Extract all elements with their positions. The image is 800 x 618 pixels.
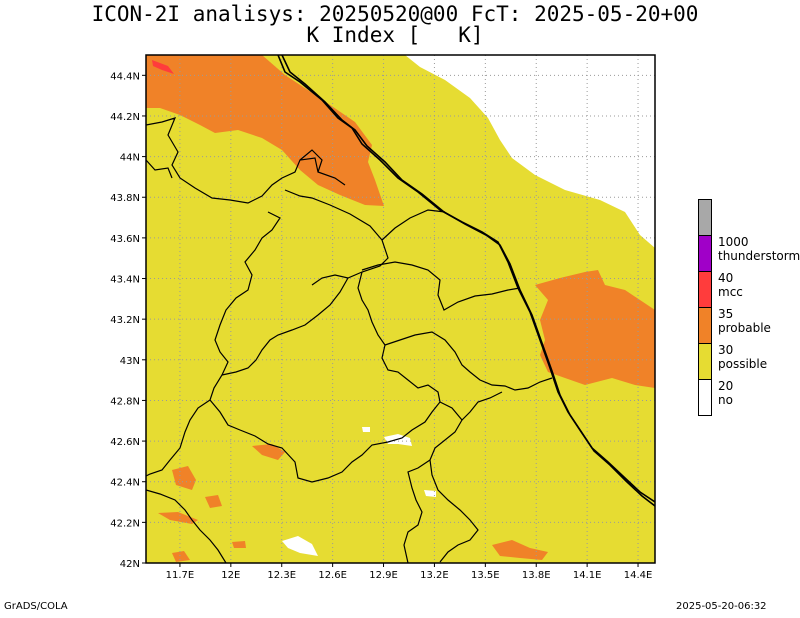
legend-label: possible: [718, 358, 768, 371]
field-layer: [146, 55, 655, 563]
field-mcc-spot: [152, 60, 174, 74]
field-no-northeast: [405, 55, 655, 248]
legend-label: no: [718, 394, 733, 407]
legend-label: mcc: [718, 286, 743, 299]
lon-tick-label: 13.8E: [522, 570, 551, 581]
region-border: [209, 211, 441, 483]
region-border: [439, 391, 503, 421]
lon-tick-label: 12E: [221, 570, 240, 581]
field-probable-patch: [492, 540, 548, 560]
region-border: [403, 459, 431, 563]
lon-tick-label: 13.2E: [420, 570, 449, 581]
lat-tick-label: 42N: [120, 559, 140, 570]
field-probable-patch: [172, 466, 196, 490]
region-border: [146, 399, 211, 477]
region-border: [429, 419, 479, 563]
lat-tick-label: 43N: [120, 356, 140, 367]
lon-tick-label: 12.6E: [318, 570, 347, 581]
lat-tick-label: 42.4N: [110, 478, 140, 489]
region-border: [221, 277, 349, 376]
lat-tick-label: 44.4N: [110, 71, 140, 82]
field-probable-patch: [172, 551, 190, 562]
lon-tick-label: 12.3E: [267, 570, 296, 581]
lat-tick-label: 42.6N: [110, 437, 140, 448]
field-probable-north: [146, 55, 384, 206]
boundaries: [146, 55, 655, 563]
legend-value: 30: [718, 343, 734, 357]
field-no-patch: [282, 536, 318, 556]
map-subtitle: K Index [ K]: [306, 23, 484, 47]
lat-tick-label: 43.6N: [110, 234, 140, 245]
lat-tick-label: 42.2N: [110, 518, 140, 529]
legend-value: 35: [718, 307, 734, 321]
legend-swatch-mcc: [698, 271, 712, 308]
lat-tick-label: 43.4N: [110, 275, 140, 286]
legend-swatch-no: [698, 379, 712, 416]
lat-tick-label: 43.8N: [110, 193, 140, 204]
region-border: [299, 149, 323, 173]
axis-ticks: 44.4N 44.2N 44N 43.8N 43.6N 43.4N 43.2N 43N 42.8…: [110, 71, 652, 581]
legend-swatch-possible: [698, 343, 712, 380]
footer-credit: GrADS/COLA: [4, 601, 68, 612]
legend-label: thunderstorm: [718, 250, 800, 263]
lon-tick-label: 12.9E: [369, 570, 398, 581]
legend-value: 1000: [718, 235, 749, 249]
map-frame: [145, 54, 656, 564]
footer-timestamp: 2025-05-20-06:32: [676, 601, 767, 612]
field-probable-patch: [232, 541, 246, 548]
region-border: [361, 261, 521, 311]
field-probable-patch: [158, 512, 198, 524]
region-border: [381, 209, 446, 241]
lon-tick-label: 11.7E: [166, 570, 195, 581]
legend-value: 40: [718, 271, 734, 285]
field-probable-patch: [252, 444, 285, 460]
region-border: [146, 159, 173, 179]
region-border: [384, 331, 553, 391]
field-no-patch: [362, 427, 370, 432]
legend-label: probable: [718, 322, 771, 335]
lon-tick-label: 14.4E: [624, 570, 653, 581]
field-no-patch: [384, 434, 412, 446]
region-border: [284, 189, 389, 286]
region-border: [146, 489, 227, 563]
field-probable-east: [535, 270, 655, 388]
lat-tick-label: 44N: [120, 153, 140, 164]
legend-swatch-top: [698, 199, 712, 236]
lat-tick-label: 42.8N: [110, 396, 140, 407]
legend-swatch-thunderstorm: [698, 235, 712, 272]
motorway-line: [281, 55, 655, 507]
legend-swatch-probable: [698, 307, 712, 344]
lon-tick-label: 14.1E: [573, 570, 602, 581]
grid-lines: [146, 55, 655, 563]
lon-tick-label: 13.5E: [471, 570, 500, 581]
region-border: [146, 117, 346, 204]
map-title: ICON-2I analisys: 20250520@00 FcT: 2025-…: [91, 2, 699, 26]
lat-tick-label: 43.2N: [110, 315, 140, 326]
legend-value: 20: [718, 379, 734, 393]
field-no-patch: [424, 490, 436, 497]
field-probable-patch: [205, 495, 222, 508]
lat-tick-label: 44.2N: [110, 112, 140, 123]
